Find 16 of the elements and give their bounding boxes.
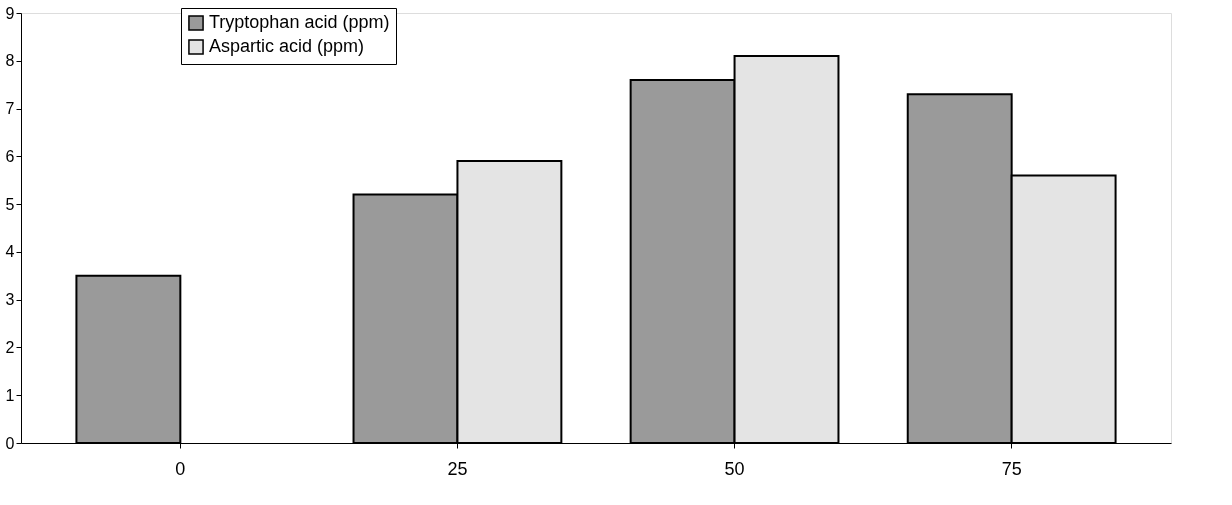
y-tick-label: 4 (5, 243, 15, 261)
legend-label: Aspartic acid (ppm) (209, 36, 365, 56)
legend-label: Tryptophan acid (ppm) (209, 12, 390, 32)
y-tick-label: 7 (5, 100, 15, 118)
y-tick-label: 8 (5, 52, 15, 70)
y-tick-label: 2 (5, 338, 15, 356)
y-tick-label: 9 (5, 4, 15, 22)
y-tick-label: 1 (5, 386, 15, 404)
x-tick-label: 25 (447, 458, 468, 479)
x-tick-label: 0 (175, 458, 186, 479)
y-tick-label: 5 (5, 195, 15, 213)
y-tick-label: 6 (5, 147, 15, 165)
x-tick-label: 50 (724, 458, 745, 479)
x-tick-label: 75 (1001, 458, 1022, 479)
y-tick-label: 3 (5, 291, 15, 309)
y-tick-label: 0 (5, 434, 15, 452)
